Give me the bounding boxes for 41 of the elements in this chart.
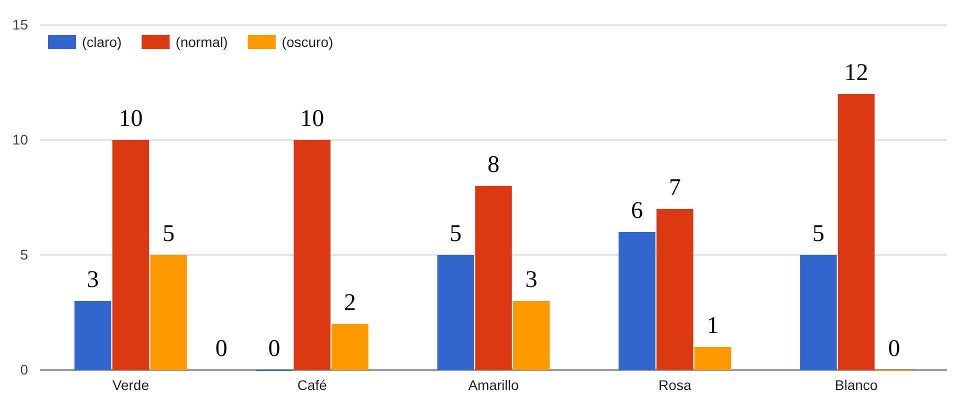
x-tick-label: Blanco [834,376,878,393]
bar [112,140,150,370]
data-label: 6 [631,198,644,224]
data-label: 0 [268,336,280,362]
bar [150,255,187,370]
bar [475,186,512,370]
bar [332,324,368,370]
data-label: 2 [344,290,356,316]
y-tick-label: 5 [20,246,28,262]
data-label: 1 [706,313,719,339]
legend-label: (claro) [82,34,122,50]
data-label: 7 [668,175,681,201]
data-label: 10 [118,106,143,132]
bar [513,301,550,370]
y-tick-label: 10 [12,131,28,148]
y-tick-label: 0 [20,361,28,378]
y-tick-label: 15 [12,16,28,32]
legend-label: (oscuro) [282,34,334,50]
legend-label: (normal) [176,34,228,50]
bar [656,209,694,370]
bar [694,347,732,370]
data-label: 3 [525,267,538,293]
data-label: 3 [86,267,99,293]
x-tick-label: Verde [112,376,150,393]
bar [838,94,875,370]
data-label: 10 [300,106,324,132]
data-label: 5 [450,221,462,247]
bar [74,301,112,370]
x-tick-label: Café [297,376,328,393]
data-label: 5 [812,221,824,247]
x-tick-label: Rosa [658,376,692,393]
annotation: 0 [215,336,228,362]
data-label: 5 [162,221,175,247]
data-label: 8 [488,152,500,178]
x-tick-label: Amarillo [468,376,519,393]
bar [618,232,656,370]
bar [437,255,474,370]
bar [800,255,837,370]
data-label: 12 [844,60,868,86]
data-label: 0 [888,336,900,362]
bar [294,140,330,370]
